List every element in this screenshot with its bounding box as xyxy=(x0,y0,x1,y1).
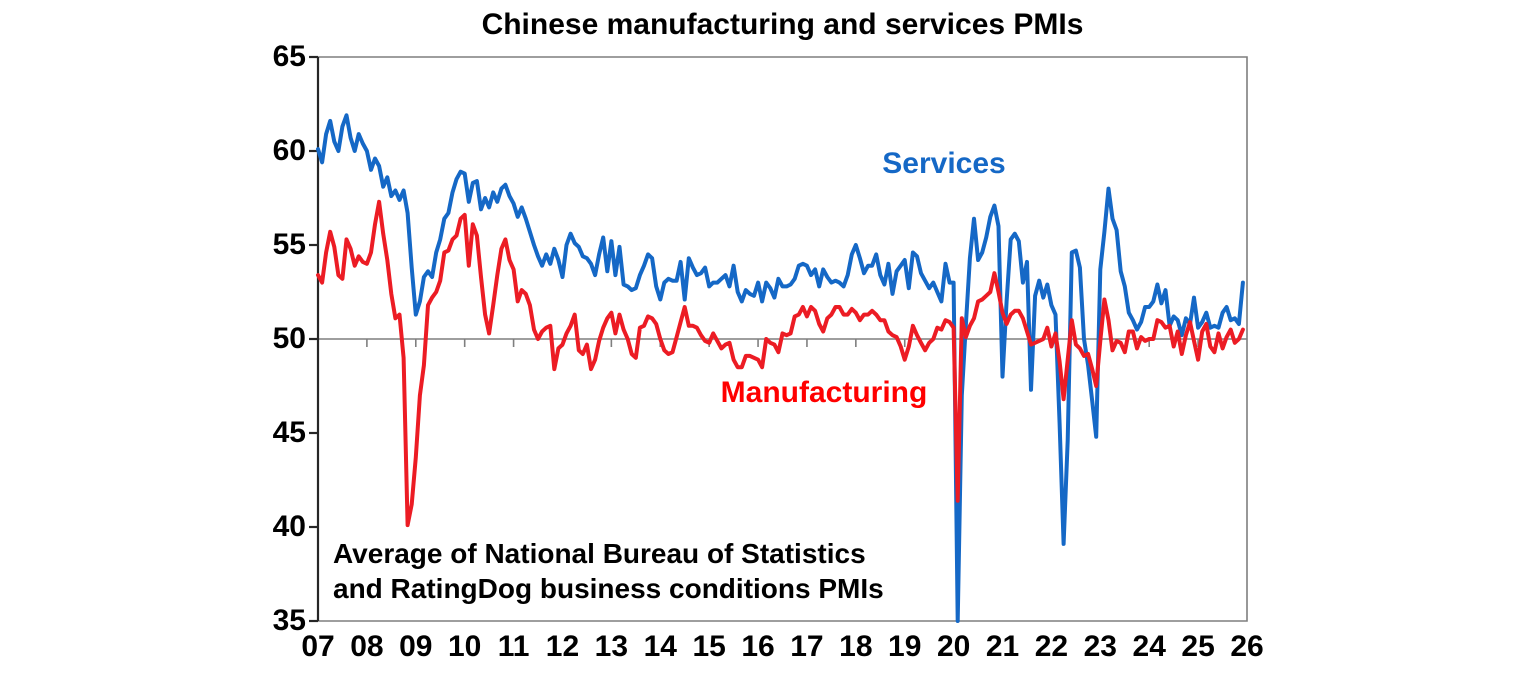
y-axis-label: 50 xyxy=(272,322,306,355)
y-axis-label: 65 xyxy=(272,40,306,73)
x-axis-label: 24 xyxy=(1132,630,1166,663)
series-line-services xyxy=(316,113,1245,623)
y-axis-label: 45 xyxy=(272,416,306,449)
series-label-manufacturing: Manufacturing xyxy=(720,376,928,409)
x-axis-label: 14 xyxy=(643,630,677,663)
source-annotation-line1: Average of National Bureau of Statistics xyxy=(333,538,866,569)
x-axis-label: 20 xyxy=(936,630,971,663)
x-axis-label: 23 xyxy=(1083,630,1117,663)
x-axis-label: 26 xyxy=(1230,630,1264,663)
y-axis-label: 40 xyxy=(272,510,306,543)
x-axis-label: 09 xyxy=(399,630,433,663)
series-line-manufacturing xyxy=(316,199,1245,528)
x-axis-label: 22 xyxy=(1034,630,1069,663)
x-axis-label: 25 xyxy=(1181,630,1215,663)
x-axis-label: 18 xyxy=(839,630,873,663)
x-axis-label: 21 xyxy=(985,630,1020,663)
source-annotation-line2: and RatingDog business conditions PMIs xyxy=(333,573,884,604)
x-axis-label: 08 xyxy=(350,630,384,663)
y-axis-label: 35 xyxy=(272,604,306,637)
chart-title: Chinese manufacturing and services PMIs xyxy=(481,8,1084,41)
x-axis-label: 17 xyxy=(790,630,824,663)
series-label-services: Services xyxy=(882,147,1006,180)
x-axis-label: 11 xyxy=(497,630,530,663)
x-axis-label: 10 xyxy=(447,630,482,663)
x-axis-label: 19 xyxy=(888,630,922,663)
x-axis-label: 12 xyxy=(545,630,580,663)
y-axis-label: 60 xyxy=(272,134,306,167)
x-axis-label: 15 xyxy=(692,630,726,663)
x-axis-label: 13 xyxy=(594,630,629,663)
x-axis-label: 16 xyxy=(741,630,775,663)
x-axis-label: 07 xyxy=(301,630,335,663)
y-axis-label: 55 xyxy=(272,228,306,261)
source-annotation: Average of National Bureau of Statistics… xyxy=(333,536,884,606)
